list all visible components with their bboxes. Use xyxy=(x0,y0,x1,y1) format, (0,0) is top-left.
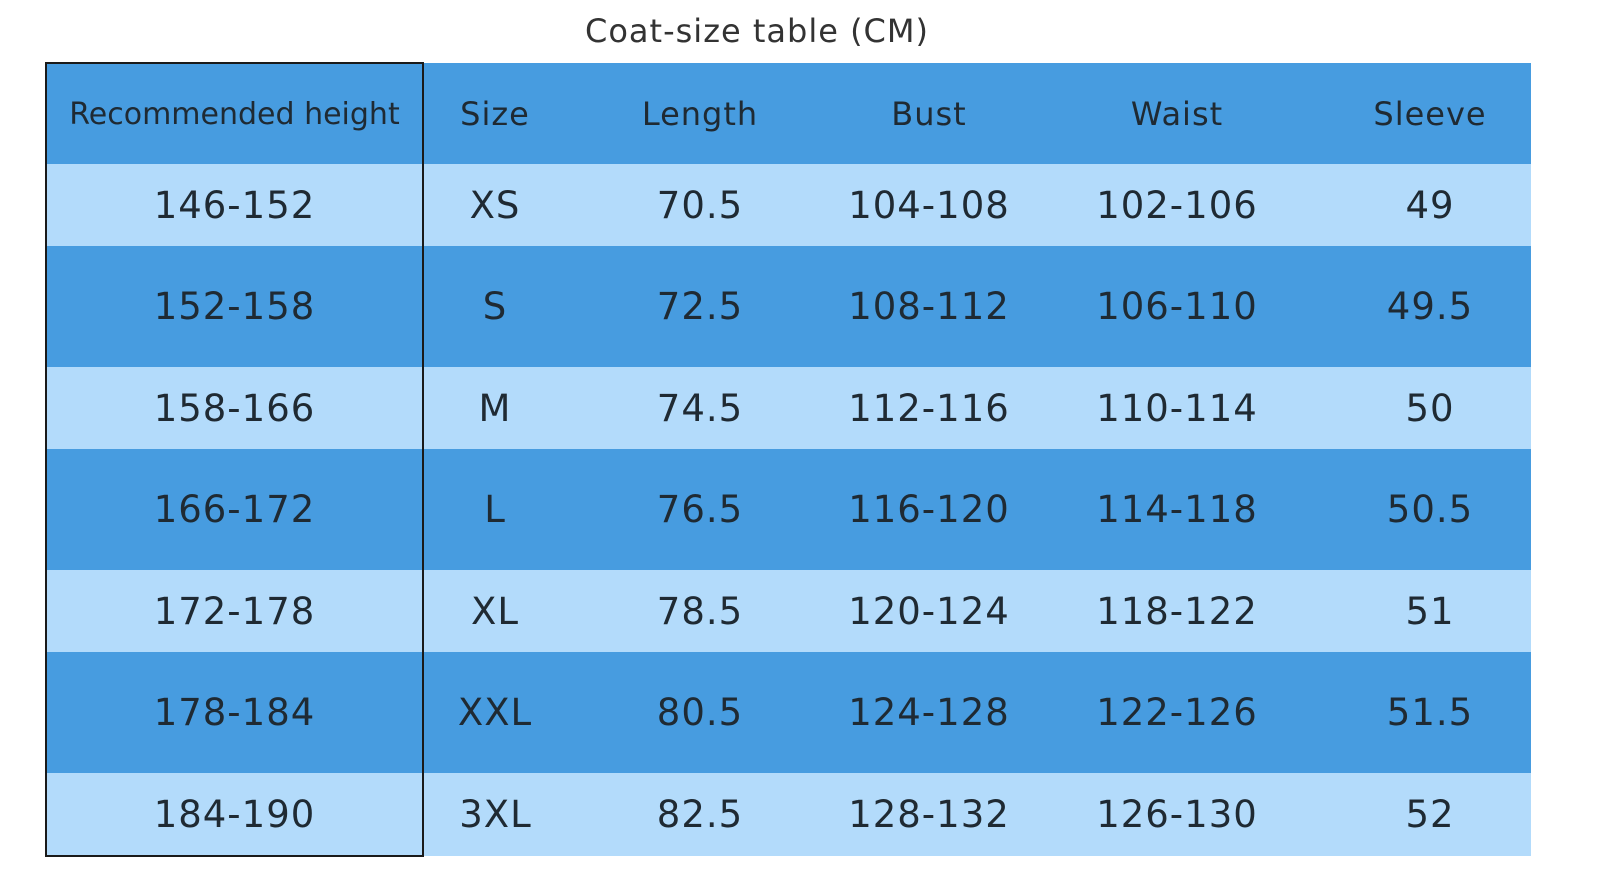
column-header: Bust xyxy=(833,63,1025,164)
table-cell: 50.5 xyxy=(1329,449,1531,570)
table-cell: 102-106 xyxy=(1025,164,1329,246)
table-cell: 172-178 xyxy=(45,570,424,652)
table-cell: 124-128 xyxy=(833,652,1025,773)
table-cell: 158-166 xyxy=(45,367,424,449)
table-cell: 108-112 xyxy=(833,246,1025,367)
table-cell: 76.5 xyxy=(567,449,833,570)
table-cell: 52 xyxy=(1329,773,1531,856)
column-header: Length xyxy=(567,63,833,164)
table-cell: 78.5 xyxy=(567,570,833,652)
table-cell: 178-184 xyxy=(45,652,424,773)
table-cell: 50 xyxy=(1329,367,1531,449)
table-cell: 152-158 xyxy=(45,246,424,367)
table-cell: 116-120 xyxy=(833,449,1025,570)
table-row: 152-158 S 72.5 108-112 106-110 49.5 xyxy=(45,246,1531,367)
table-cell: XXL xyxy=(423,652,567,773)
table-cell: 112-116 xyxy=(833,367,1025,449)
table-cell: 80.5 xyxy=(567,652,833,773)
column-header: Waist xyxy=(1025,63,1329,164)
table-cell: 128-132 xyxy=(833,773,1025,856)
table-row: 178-184 XXL 80.5 124-128 122-126 51.5 xyxy=(45,652,1531,773)
table-cell: 110-114 xyxy=(1025,367,1329,449)
table-cell: 106-110 xyxy=(1025,246,1329,367)
table-cell: 114-118 xyxy=(1025,449,1329,570)
size-table: Recommended height Size Length Bust Waist Sle… xyxy=(45,62,1532,857)
table-cell: 104-108 xyxy=(833,164,1025,246)
table-cell: 82.5 xyxy=(567,773,833,856)
table-title: Coat-size table (CM) xyxy=(585,12,929,50)
column-header: Recommended height xyxy=(45,62,424,164)
table-cell: 49 xyxy=(1329,164,1531,246)
column-header: Sleeve xyxy=(1329,63,1531,164)
table-cell: 166-172 xyxy=(45,449,424,570)
table-cell: L xyxy=(423,449,567,570)
table-cell: 122-126 xyxy=(1025,652,1329,773)
table-cell: 51.5 xyxy=(1329,652,1531,773)
table-cell: 49.5 xyxy=(1329,246,1531,367)
table-row: 158-166 M 74.5 112-116 110-114 50 xyxy=(45,367,1531,449)
table-cell: 120-124 xyxy=(833,570,1025,652)
table-cell: XL xyxy=(423,570,567,652)
table-cell: M xyxy=(423,367,567,449)
table-cell: S xyxy=(423,246,567,367)
table-cell: 146-152 xyxy=(45,164,424,246)
table-cell: 126-130 xyxy=(1025,773,1329,856)
table-body: 146-152 XS 70.5 104-108 102-106 49 152-158 S 72.… xyxy=(45,164,1531,857)
table-cell: 72.5 xyxy=(567,246,833,367)
column-header: Size xyxy=(423,63,567,164)
header-row: Recommended height Size Length Bust Waist Sle… xyxy=(45,62,1531,164)
table-cell: 74.5 xyxy=(567,367,833,449)
table-cell: 70.5 xyxy=(567,164,833,246)
table-cell: 118-122 xyxy=(1025,570,1329,652)
table-row: 166-172 L 76.5 116-120 114-118 50.5 xyxy=(45,449,1531,570)
table-cell: 3XL xyxy=(423,773,567,856)
table-cell: 184-190 xyxy=(45,773,424,857)
table-row: 184-190 3XL 82.5 128-132 126-130 52 xyxy=(45,773,1531,857)
table-cell: XS xyxy=(423,164,567,246)
table-cell: 51 xyxy=(1329,570,1531,652)
table-row: 146-152 XS 70.5 104-108 102-106 49 xyxy=(45,164,1531,246)
table-row: 172-178 XL 78.5 120-124 118-122 51 xyxy=(45,570,1531,652)
